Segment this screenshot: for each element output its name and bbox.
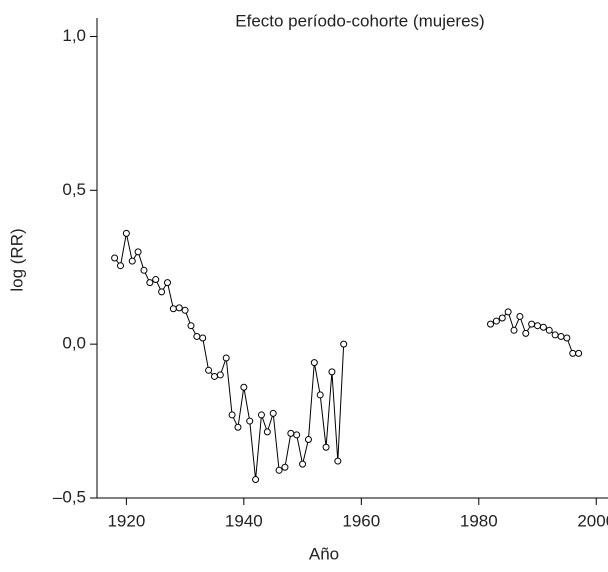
- point: [111, 254, 119, 262]
- point: [252, 476, 260, 484]
- point: [492, 317, 500, 325]
- point: [551, 331, 559, 339]
- point: [316, 391, 324, 399]
- point: [199, 334, 207, 342]
- x-tick-label: 1980: [460, 511, 498, 530]
- point: [205, 366, 213, 374]
- point: [152, 276, 160, 284]
- point: [310, 359, 318, 367]
- line: [114, 233, 579, 480]
- point: [234, 423, 242, 431]
- point: [246, 417, 254, 425]
- point: [487, 320, 495, 328]
- point: [116, 262, 124, 270]
- point: [281, 463, 289, 471]
- point: [181, 306, 189, 314]
- y-tick-label: 0,0: [62, 334, 86, 353]
- x-tick-label: 2000: [577, 511, 608, 530]
- point: [263, 428, 271, 436]
- point: [187, 322, 195, 330]
- point: [216, 371, 224, 379]
- x-axis-label: Año: [309, 544, 339, 563]
- chart-title: Efecto período-cohorte (mujeres): [235, 11, 484, 30]
- point: [569, 349, 577, 357]
- point: [275, 466, 283, 474]
- point: [563, 334, 571, 342]
- point: [269, 409, 277, 417]
- point: [557, 332, 565, 340]
- point: [534, 322, 542, 330]
- point: [522, 329, 530, 337]
- point: [340, 340, 348, 348]
- point: [498, 314, 506, 322]
- x-tick-label: 1960: [342, 511, 380, 530]
- point: [222, 354, 230, 362]
- x-tick-label: 1940: [225, 511, 263, 530]
- point: [158, 288, 166, 296]
- point: [140, 266, 148, 274]
- point: [210, 372, 218, 380]
- y-tick-label: 1,0: [62, 26, 86, 45]
- point: [293, 431, 301, 439]
- point: [504, 308, 512, 316]
- point: [134, 248, 142, 256]
- point: [528, 320, 536, 328]
- point: [240, 383, 248, 391]
- x-tick-label: 1920: [107, 511, 145, 530]
- point: [287, 429, 295, 437]
- point: [322, 443, 330, 451]
- point: [175, 304, 183, 312]
- y-axis-label: log (RR): [7, 228, 26, 291]
- point: [539, 323, 547, 331]
- point: [299, 460, 307, 468]
- point: [575, 349, 583, 357]
- y-tick-label: –0,5: [53, 487, 86, 506]
- point: [128, 257, 136, 265]
- point: [334, 457, 342, 465]
- point: [146, 279, 154, 287]
- y-tick-label: 0,5: [62, 180, 86, 199]
- point: [510, 326, 518, 334]
- point: [545, 326, 553, 334]
- point: [169, 305, 177, 313]
- point: [228, 411, 236, 419]
- point: [122, 229, 130, 237]
- point: [163, 279, 171, 287]
- point: [257, 411, 265, 419]
- point: [304, 436, 312, 444]
- point: [328, 368, 336, 376]
- point: [193, 332, 201, 340]
- point: [516, 312, 524, 320]
